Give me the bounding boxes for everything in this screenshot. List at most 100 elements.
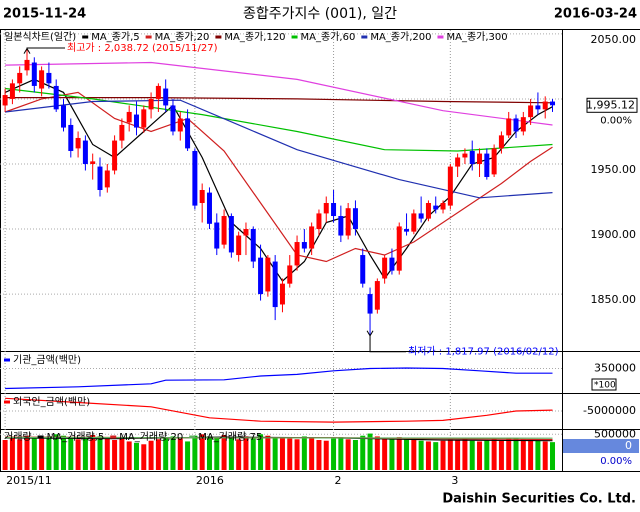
candle-body (75, 137, 81, 149)
candle-body (469, 150, 475, 164)
legend-label: MA_종가,60 (301, 31, 356, 43)
volume-bar (462, 438, 468, 470)
series-line (5, 87, 553, 152)
annotation-arrowhead (366, 330, 374, 337)
volume-bar (2, 440, 8, 470)
candle-body (214, 222, 220, 249)
candle-body (2, 95, 8, 106)
candle-body (352, 208, 358, 230)
candle-body (133, 114, 139, 128)
annotation: 최저가 : 1,817.97 (2016/02/12) (408, 346, 559, 358)
candle-body (46, 72, 52, 84)
candle-body (374, 281, 380, 310)
volume-bar (17, 439, 23, 470)
volume-bar (360, 435, 366, 470)
volume-bar (9, 437, 15, 470)
series-line (5, 97, 553, 104)
volume-bar (46, 436, 52, 470)
volume-bar (528, 440, 534, 470)
candle-body (367, 294, 373, 314)
y-tick-label: -5000000 (583, 404, 636, 417)
candle-body (24, 59, 30, 71)
volume-bar (506, 438, 512, 470)
candle-body (97, 166, 103, 190)
volume-bar (126, 441, 132, 470)
series-line (5, 367, 553, 390)
candle-body (126, 111, 132, 123)
volume-bar (24, 435, 30, 470)
candle-body (148, 98, 154, 110)
last-price: 1,995.12 (586, 98, 635, 111)
candle-body (447, 166, 453, 206)
volume-bar (97, 436, 103, 470)
volume-bar (265, 435, 271, 470)
series-line (5, 397, 553, 423)
volume-bar (90, 435, 96, 470)
volume-bar (433, 442, 439, 470)
volume-bar (455, 440, 461, 470)
volume-bar (550, 442, 556, 470)
candle-body (141, 109, 147, 128)
volume-bar (279, 437, 285, 470)
candle-body (338, 216, 344, 236)
candle-body (279, 283, 285, 305)
candle-body (185, 118, 191, 149)
candle-body (163, 88, 169, 106)
legend-label: MA_거래량,75 (198, 431, 262, 443)
y-tick-label: 1850.00 (591, 293, 637, 306)
legend-label: MA_종가,20 (155, 31, 210, 43)
candle-body (294, 242, 300, 266)
candle-body (31, 62, 37, 86)
volume-bar (68, 437, 74, 470)
series-line (5, 436, 553, 439)
volume-bar (221, 435, 227, 470)
x-tick-label: 2 (335, 474, 342, 487)
annotation-arrow (26, 47, 66, 49)
candle-body (60, 105, 66, 128)
candle-body (506, 118, 512, 136)
volume-bar (294, 439, 300, 470)
candle-body (265, 257, 271, 292)
volume-bar (133, 442, 139, 470)
candle-body (272, 261, 278, 308)
start-date: 2015-11-24 (3, 7, 86, 22)
volume-bar (258, 434, 264, 470)
series-line (4, 78, 553, 283)
candle-body (112, 140, 118, 171)
legend-label: MA_거래량,5 (47, 431, 105, 443)
candle-body (17, 72, 23, 84)
candle-body (382, 257, 388, 279)
candle-body (396, 226, 402, 271)
volume-bar (119, 437, 125, 470)
volume-bar (513, 437, 519, 470)
volume-bar (396, 437, 402, 470)
series-line (4, 91, 553, 263)
volume-bar (185, 441, 191, 470)
candle-body (39, 70, 45, 89)
candle-body (462, 153, 468, 158)
candle-body (513, 118, 519, 132)
volume-bar (309, 437, 315, 470)
candle-body (498, 135, 504, 149)
x-tick-label: 2016 (196, 474, 224, 487)
last-value-box (563, 439, 639, 453)
volume-bar (411, 440, 417, 470)
volume-bar (389, 438, 395, 470)
candle-body (243, 229, 249, 236)
candle-body (82, 140, 88, 164)
legend-label: MA_종가,300 (446, 31, 507, 43)
legend-label: MA_거래량,20 (119, 431, 183, 443)
candle-body (104, 170, 110, 188)
volume-bar (352, 440, 358, 470)
volume-bar (323, 440, 329, 470)
candle-body (345, 208, 351, 236)
candle-body (491, 148, 497, 175)
candle-body (484, 153, 490, 177)
volume-bar (199, 434, 205, 470)
last-value: 0 (625, 439, 632, 452)
y-tick-label: 2050.00 (591, 33, 637, 46)
volume-bar (440, 440, 446, 470)
annotation-arrow (369, 335, 407, 353)
volume-bar (250, 438, 256, 470)
